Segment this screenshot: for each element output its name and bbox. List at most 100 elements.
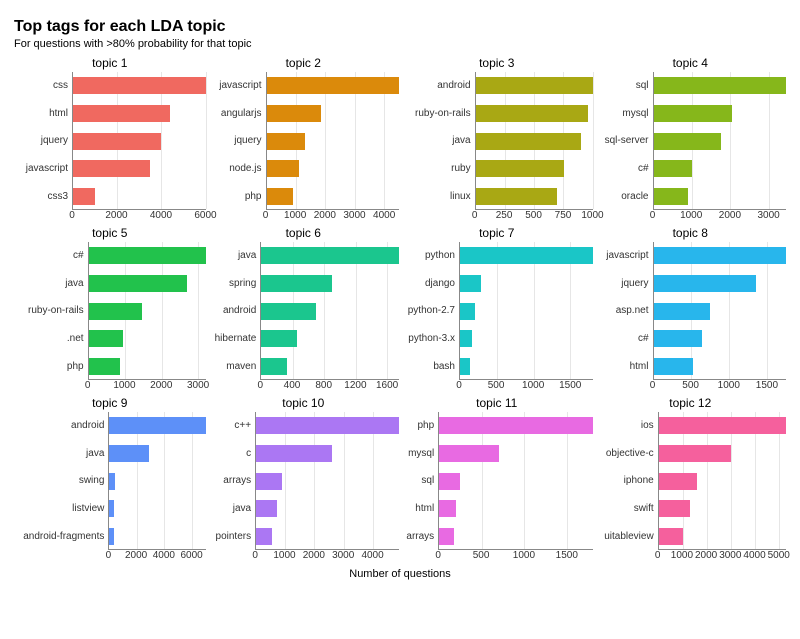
category-label: sql <box>636 80 649 91</box>
category-label: hibernate <box>215 333 257 344</box>
bar <box>659 417 786 434</box>
y-axis-labels: javascriptjqueryasp.netc#html <box>595 242 653 380</box>
bar <box>256 473 282 490</box>
y-axis-labels: phpmysqlsqlhtmlarrays <box>401 412 438 550</box>
bar <box>73 133 161 150</box>
category-label: mysql <box>622 108 648 119</box>
bar <box>476 160 565 177</box>
plot-area <box>475 72 593 210</box>
bar <box>73 77 206 94</box>
category-label: jquery <box>621 278 648 289</box>
y-axis-labels: javascriptangularjsjquerynode.jsphp <box>208 72 266 210</box>
category-label: php <box>418 420 435 431</box>
panel-title: topic 3 <box>401 56 593 70</box>
panel-title: topic 10 <box>208 396 400 410</box>
x-axis-label: Number of questions <box>14 568 786 580</box>
category-label: python-2.7 <box>408 305 455 316</box>
category-label: swing <box>79 475 105 486</box>
bar <box>89 275 188 292</box>
x-tick-label: 500 <box>488 380 505 391</box>
x-tick-label: 0 <box>263 210 269 221</box>
panel-title: topic 4 <box>595 56 787 70</box>
category-label: ruby-on-rails <box>415 108 471 119</box>
category-label: android <box>71 420 104 431</box>
facet-panel: topic 8javascriptjqueryasp.netc#html0500… <box>595 226 787 394</box>
bar <box>460 303 475 320</box>
x-axis-ticks: 02505007501000 <box>475 210 593 224</box>
bar <box>89 303 142 320</box>
x-tick-label: 0 <box>85 380 91 391</box>
x-axis-ticks: 0200040006000 <box>108 550 205 564</box>
facet-panel: topic 2javascriptangularjsjquerynode.jsp… <box>208 56 400 224</box>
category-label: sql <box>421 475 434 486</box>
x-axis-ticks: 050010001500 <box>438 550 592 564</box>
category-label: pointers <box>216 531 252 542</box>
plot-area <box>72 72 206 210</box>
category-label: swift <box>634 503 654 514</box>
y-axis-labels: csshtmljqueryjavascriptcss3 <box>14 72 72 210</box>
x-tick-label: 1000 <box>581 210 603 221</box>
bar <box>256 528 272 545</box>
category-label: uitableview <box>604 531 653 542</box>
x-tick-label: 4000 <box>743 550 765 561</box>
bar <box>659 473 697 490</box>
x-tick-label: 2000 <box>719 210 741 221</box>
category-label: css3 <box>47 191 68 202</box>
x-tick-label: 0 <box>69 210 75 221</box>
x-tick-label: 0 <box>258 380 264 391</box>
x-tick-label: 2000 <box>105 210 127 221</box>
x-tick-label: 2000 <box>695 550 717 561</box>
panel-title: topic 9 <box>14 396 206 410</box>
x-tick-label: 0 <box>650 210 656 221</box>
x-tick-label: 3000 <box>719 550 741 561</box>
x-tick-label: 1000 <box>680 210 702 221</box>
bar <box>261 358 287 375</box>
facet-panel: topic 11phpmysqlsqlhtmlarrays05001000150… <box>401 396 593 564</box>
x-axis-ticks: 0100020003000 <box>653 210 787 224</box>
category-label: objective-c <box>606 448 654 459</box>
category-label: maven <box>226 361 256 372</box>
bar <box>267 133 305 150</box>
x-tick-label: 1000 <box>113 380 135 391</box>
facet-panel: topic 1csshtmljqueryjavascriptcss3020004… <box>14 56 206 224</box>
category-label: python-3.x <box>408 333 455 344</box>
x-axis-ticks: 040080012001600 <box>260 380 399 394</box>
x-tick-label: 1000 <box>273 550 295 561</box>
category-label: ruby <box>451 163 470 174</box>
x-tick-label: 1000 <box>671 550 693 561</box>
bar <box>654 188 689 205</box>
bar <box>256 417 399 434</box>
panel-title: topic 6 <box>208 226 400 240</box>
x-tick-label: 4000 <box>150 210 172 221</box>
x-tick-label: 800 <box>315 380 332 391</box>
category-label: c# <box>73 250 84 261</box>
bar <box>659 445 731 462</box>
plot-area <box>88 242 206 380</box>
bar <box>261 303 316 320</box>
x-tick-label: 500 <box>525 210 542 221</box>
x-axis-ticks: 050010001500 <box>459 380 593 394</box>
x-tick-label: 1200 <box>344 380 366 391</box>
x-tick-label: 0 <box>472 210 478 221</box>
bar <box>267 160 299 177</box>
category-label: java <box>86 448 104 459</box>
bar <box>654 77 787 94</box>
x-tick-label: 6000 <box>181 550 203 561</box>
facet-panel: topic 10c++carraysjavapointers0100020003… <box>208 396 400 564</box>
y-axis-labels: androidjavaswinglistviewandroid-fragment… <box>14 412 108 550</box>
chart-subtitle: For questions with >80% probability for … <box>14 38 786 50</box>
plot-area <box>266 72 400 210</box>
x-tick-label: 3000 <box>343 210 365 221</box>
bar <box>654 275 756 292</box>
x-tick-label: 400 <box>284 380 301 391</box>
category-label: asp.net <box>616 305 649 316</box>
x-tick-label: 500 <box>473 550 490 561</box>
category-label: ios <box>641 420 654 431</box>
category-label: android-fragments <box>23 531 104 542</box>
bar <box>476 77 593 94</box>
x-tick-label: 1000 <box>522 380 544 391</box>
bar <box>654 160 692 177</box>
bar <box>654 133 721 150</box>
x-tick-label: 3000 <box>187 380 209 391</box>
facet-panel: topic 3androidruby-on-railsjavarubylinux… <box>401 56 593 224</box>
